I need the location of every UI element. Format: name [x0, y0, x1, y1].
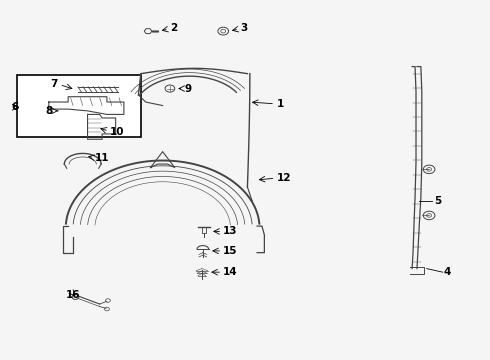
- Text: 12: 12: [276, 173, 291, 183]
- Text: 6: 6: [11, 102, 19, 112]
- Text: 13: 13: [223, 226, 238, 237]
- Text: 15: 15: [223, 246, 238, 256]
- Text: 5: 5: [434, 196, 441, 206]
- Text: 16: 16: [66, 290, 80, 300]
- Text: 8: 8: [45, 106, 52, 116]
- Text: 2: 2: [170, 23, 177, 33]
- Text: 14: 14: [223, 267, 238, 277]
- Text: 7: 7: [50, 78, 57, 89]
- Bar: [17, 76, 141, 138]
- Text: 4: 4: [443, 267, 451, 277]
- Text: 10: 10: [109, 127, 124, 137]
- Text: 9: 9: [184, 84, 192, 94]
- Text: 11: 11: [95, 153, 109, 163]
- Text: 1: 1: [276, 99, 284, 109]
- Text: 3: 3: [240, 23, 247, 33]
